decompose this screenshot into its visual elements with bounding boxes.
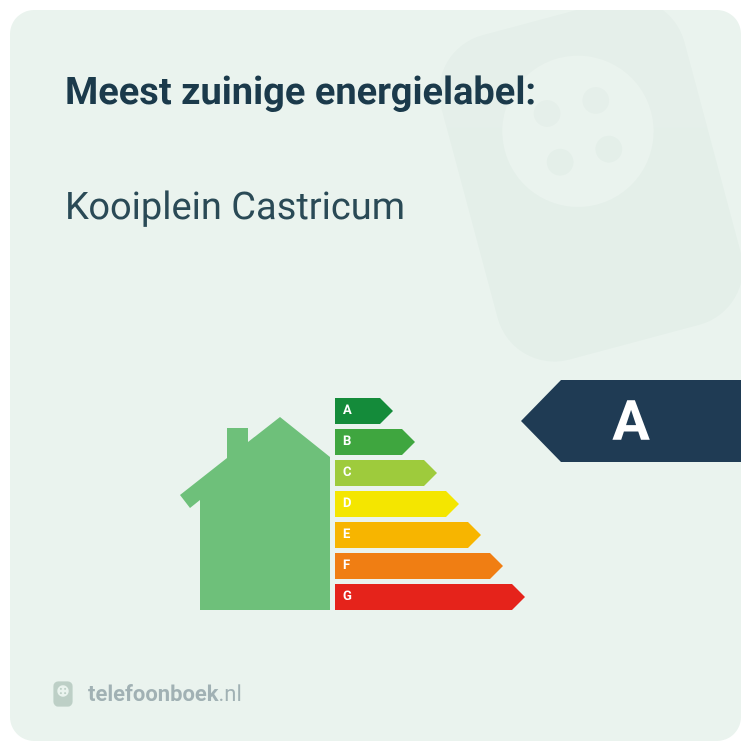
energy-bar-shape [335, 553, 503, 579]
card-title: Meest zuinige energielabel: [65, 70, 536, 114]
energy-bar-letter: G [343, 584, 352, 610]
energy-label-card: Meest zuinige energielabel: Kooiplein Ca… [10, 10, 741, 741]
energy-bar-shape [335, 491, 459, 517]
energy-bar-letter: E [343, 522, 350, 548]
rating-value: A [561, 380, 701, 462]
energy-bar-letter: A [343, 398, 352, 424]
energy-bar-shape [335, 584, 525, 610]
footer-text: telefoonboek.nl [88, 682, 242, 707]
energy-bar-letter: D [343, 491, 351, 517]
footer-brand-light: .nl [219, 682, 242, 707]
energy-bar-letter: F [343, 553, 350, 579]
footer-phone-icon [48, 679, 78, 709]
card-subtitle: Kooiplein Castricum [65, 185, 405, 229]
energy-bar-letter: B [343, 429, 351, 455]
energy-bar-shape [335, 522, 481, 548]
energy-bar-letter: C [343, 460, 352, 486]
footer-brand: telefoonboek.nl [48, 679, 242, 709]
footer-brand-bold: telefoonboek [88, 682, 219, 707]
house-icon [180, 390, 330, 620]
